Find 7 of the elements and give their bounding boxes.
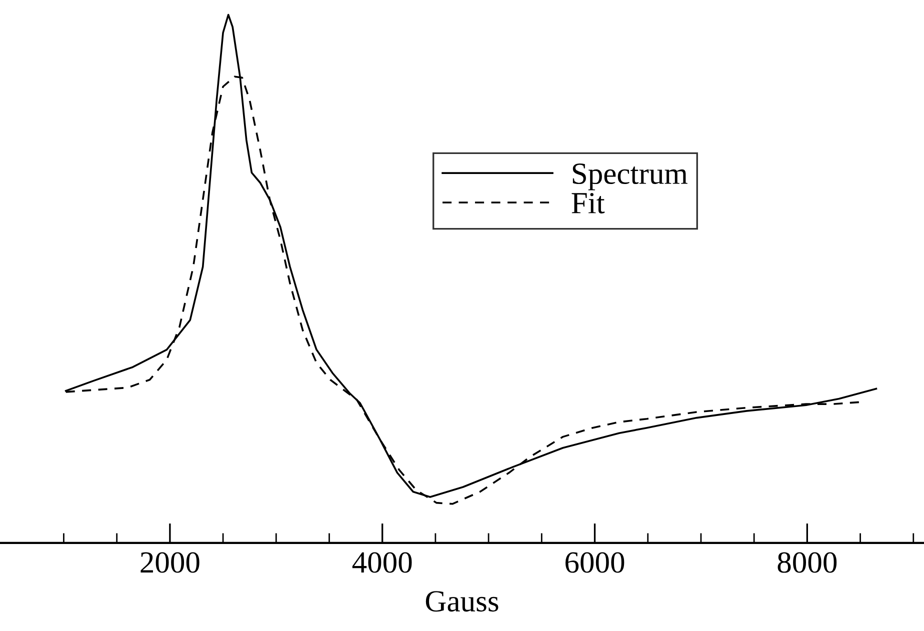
x-tick-label: 8000 xyxy=(778,552,837,573)
legend-label: Fit xyxy=(572,192,605,214)
x-axis-title: Gauss xyxy=(426,591,498,612)
legend-label: Spectrum xyxy=(572,164,688,190)
x-tick-label: 2000 xyxy=(140,552,200,573)
x-tick-label: 6000 xyxy=(566,552,624,573)
x-tick-label: 4000 xyxy=(352,552,412,573)
